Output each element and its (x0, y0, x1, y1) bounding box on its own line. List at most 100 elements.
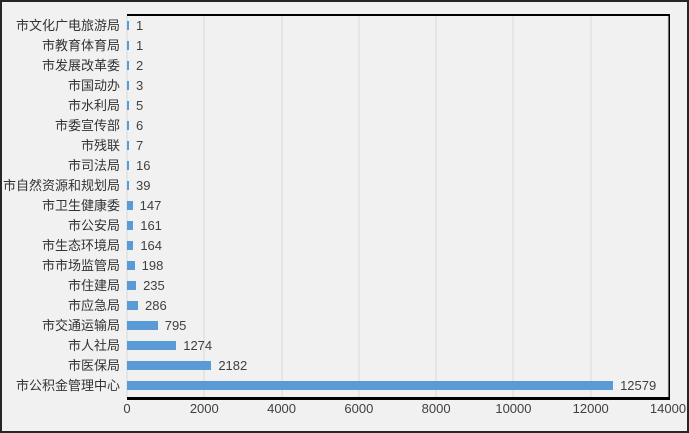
value-label: 16 (136, 158, 151, 174)
gridline (435, 16, 437, 397)
value-label: 1 (136, 38, 144, 54)
bar-row: 市住建局 235 (2, 275, 668, 295)
category-label: 市市场监管局 (41, 257, 120, 273)
bar (127, 21, 129, 31)
category-label: 市应急局 (67, 297, 120, 313)
gridline (512, 16, 514, 397)
bar (127, 320, 158, 330)
value-label: 6 (136, 118, 144, 134)
bar-track: 1274 (127, 335, 668, 355)
bar-row: 市文化广电旅游局 1 (2, 16, 668, 36)
bar-track: 164 (127, 235, 668, 255)
bar-row: 市发展改革委 2 (2, 56, 668, 76)
bar (127, 161, 129, 171)
x-tick-label: 2000 (189, 401, 219, 416)
bar-row: 市水利局 5 (2, 96, 668, 116)
category-label: 市生态环境局 (41, 237, 120, 253)
category-label: 市发展改革委 (41, 58, 120, 74)
category-label: 市公积金管理中心 (15, 377, 120, 393)
value-label: 2 (136, 58, 144, 74)
bar-track: 2182 (127, 355, 668, 375)
bar-row: 市自然资源和规划局 39 (2, 176, 668, 196)
bar-track: 5 (127, 96, 668, 116)
value-label: 12579 (620, 377, 657, 393)
value-label: 795 (164, 317, 187, 333)
bar-track: 235 (127, 275, 668, 295)
bar (127, 300, 139, 310)
bar-track: 7 (127, 136, 668, 156)
value-label: 39 (136, 178, 151, 194)
category-label: 市交通运输局 (41, 317, 120, 333)
x-tick-label: 10000 (495, 401, 532, 416)
bar-track: 2 (127, 56, 668, 76)
category-label: 市水利局 (67, 98, 120, 114)
category-label: 市国动办 (67, 78, 120, 94)
bar-row: 市公安局 161 (2, 216, 668, 236)
bar (127, 41, 129, 51)
value-label: 161 (140, 218, 162, 233)
gridline (358, 16, 360, 397)
bar-row: 市委宣传部 6 (2, 116, 668, 136)
bar (127, 340, 177, 350)
value-label: 235 (143, 277, 165, 293)
bar (127, 240, 134, 250)
bar-track: 16 (127, 156, 668, 176)
gridline (203, 16, 205, 397)
bar-row: 市国动办 3 (2, 76, 668, 96)
bar (127, 61, 129, 71)
bar-row: 市公积金管理中心 12579 (2, 375, 668, 395)
category-label: 市委宣传部 (54, 118, 120, 134)
value-label: 2182 (218, 357, 248, 373)
value-label: 198 (141, 257, 164, 273)
bar-row: 市司法局 16 (2, 156, 668, 176)
bar-rows: 市文化广电旅游局 1 市教育体育局 1 市发展改革委 2 市国动办 3 市水利局 5 市委宣传部 6 市… (2, 16, 668, 395)
category-label: 市卫生健康委 (41, 198, 120, 214)
bar (127, 260, 135, 270)
bar-track: 286 (127, 295, 668, 315)
bar-row: 市医保局 2182 (2, 355, 668, 375)
bar (127, 201, 133, 211)
value-label: 5 (136, 98, 144, 114)
bar (127, 141, 129, 151)
value-label: 7 (136, 138, 144, 154)
category-label: 市住建局 (67, 277, 120, 293)
x-tick-label: 8000 (421, 401, 451, 416)
category-label: 市司法局 (67, 158, 120, 174)
x-tick-label: 4000 (267, 401, 297, 416)
bar-row: 市教育体育局 1 (2, 36, 668, 56)
x-tick-label: 6000 (344, 401, 374, 416)
value-label: 3 (136, 78, 144, 94)
bar-track: 795 (127, 315, 668, 335)
bar (127, 380, 614, 390)
bar (127, 360, 212, 370)
gridline (590, 16, 592, 397)
value-label: 1274 (183, 337, 213, 353)
category-label: 市文化广电旅游局 (15, 18, 120, 34)
bar-row: 市残联 7 (2, 136, 668, 156)
bar (127, 221, 134, 230)
bar-track: 1 (127, 36, 668, 56)
value-label: 164 (140, 237, 163, 253)
bar-track: 1 (127, 16, 668, 36)
bar (127, 121, 129, 131)
bar-row: 市卫生健康委 147 (2, 196, 668, 216)
gridline (667, 16, 669, 397)
bar-track: 6 (127, 116, 668, 136)
category-label: 市人社局 (67, 337, 120, 353)
bar (127, 101, 129, 111)
category-label: 市自然资源和规划局 (2, 178, 120, 194)
bar-track: 39 (127, 176, 668, 196)
x-tick-label: 0 (123, 401, 131, 416)
x-tick-label: 12000 (572, 401, 609, 416)
bar-track: 161 (127, 216, 668, 236)
bar-row: 市交通运输局 795 (2, 315, 668, 335)
bar-row: 市应急局 286 (2, 295, 668, 315)
value-label: 1 (136, 18, 144, 34)
bar (127, 81, 129, 91)
value-label: 286 (145, 297, 167, 313)
bar-track: 147 (127, 196, 668, 216)
value-label: 147 (139, 198, 162, 214)
x-tick-label: 14000 (649, 401, 687, 416)
bar-track: 12579 (127, 375, 668, 395)
